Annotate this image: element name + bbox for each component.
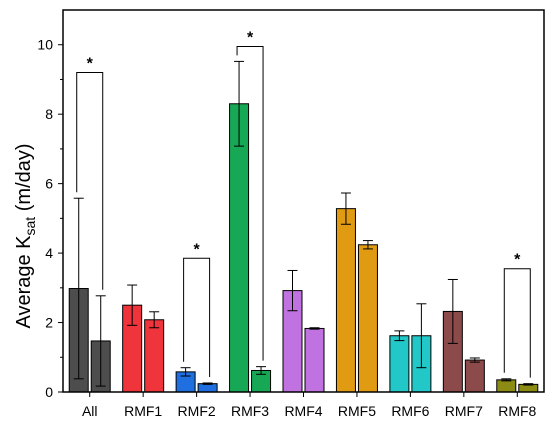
axes-layer: All RMF1 RMF2 RMF3 RMF4 RMF5 RMF6 RMF7 RMF8 0 2 4 6 8… (37, 9, 545, 419)
bar-rmf2-2 (197, 383, 218, 393)
y-axis-title-subscript: sat (22, 217, 38, 236)
significance-star-rmf8: * (514, 252, 521, 269)
x-tick-label-rmf8: RMF8 (498, 403, 536, 419)
x-tick-label-rmf6: RMF6 (391, 403, 429, 419)
y-tick-label-6: 6 (45, 176, 53, 192)
significance-star-rmf2: * (193, 241, 200, 258)
plot-frame (62, 9, 545, 393)
bar-rmf6-1 (389, 335, 410, 393)
x-tick-label-rmf1: RMF1 (124, 403, 162, 419)
bar-rmf5-2 (357, 244, 378, 393)
y-tick-label-0: 0 (45, 384, 53, 400)
significance-layer: * * * * (76, 29, 531, 378)
x-tick-label-rmf7: RMF7 (445, 403, 483, 419)
bars-layer (68, 103, 539, 393)
y-axis-title: Average Ksat (m/day) (13, 143, 38, 328)
y-tick-label-8: 8 (45, 106, 53, 122)
y-tick-label-2: 2 (45, 315, 53, 331)
error-bars-layer (73, 60, 534, 387)
y-tick-label-10: 10 (37, 37, 53, 53)
y-axis-title-main: Average K (13, 235, 35, 329)
bar-rmf3-1 (229, 103, 250, 393)
bar-rmf4-2 (304, 327, 325, 393)
y-axis-title-unit: (m/day) (13, 143, 35, 216)
significance-bracket-all (76, 72, 104, 290)
bar-rmf8-1 (496, 379, 517, 393)
significance-bracket-rmf3 (236, 45, 264, 361)
significance-star-rmf3: * (247, 29, 254, 46)
significance-star-all: * (87, 56, 94, 73)
x-tick-label-rmf5: RMF5 (338, 403, 376, 419)
x-tick-label-rmf4: RMF4 (284, 403, 322, 419)
x-tick-label-all: All (82, 403, 98, 419)
significance-bracket-rmf8 (503, 268, 531, 378)
y-tick-label-4: 4 (45, 245, 53, 261)
x-tick-label-rmf3: RMF3 (231, 403, 269, 419)
x-tick-label-rmf2: RMF2 (178, 403, 216, 419)
significance-bracket-rmf2 (183, 257, 211, 377)
bar-rmf1-2 (144, 319, 165, 393)
bar-rmf5-1 (335, 208, 356, 393)
bar-rmf7-2 (464, 359, 485, 393)
